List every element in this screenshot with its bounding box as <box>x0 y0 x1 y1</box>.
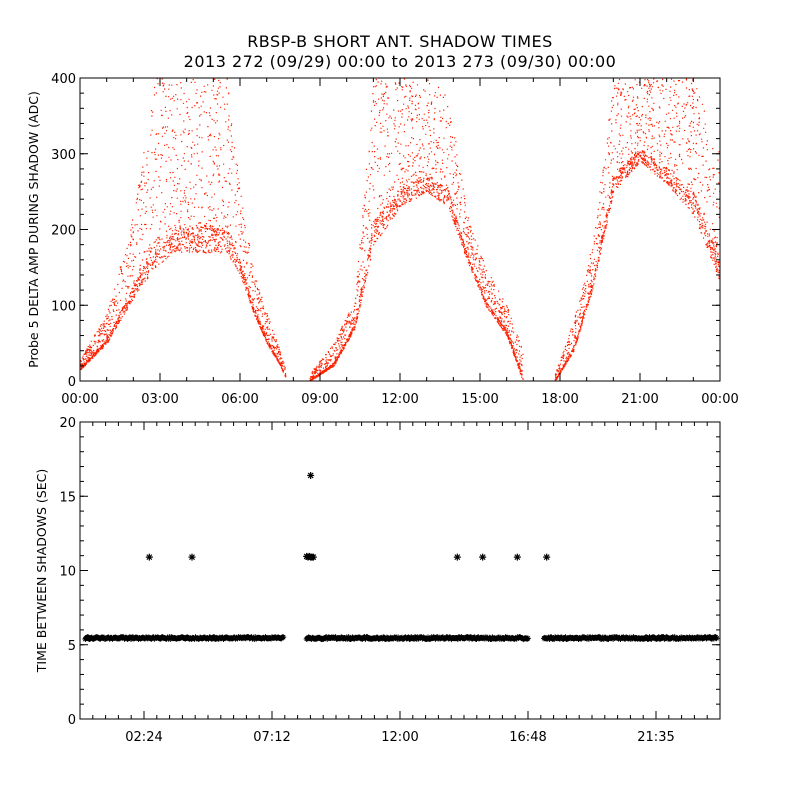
shadow-interval-panel: 02:24 07:12 12:00 16:48 21:35 0 5 10 15 20 TIME BE… <box>34 416 721 745</box>
amp-plot-frame <box>79 77 721 382</box>
x-tick-label: 02:24 <box>125 730 162 745</box>
x-tick-label: 07:12 <box>253 730 290 745</box>
x-tick-label: 16:48 <box>509 730 546 745</box>
interval-plot-frame <box>79 421 721 720</box>
amplitude-scatter-segment-2 <box>309 78 524 381</box>
amplitude-scatter-segment-3 <box>554 78 720 381</box>
x-tick-label: 21:35 <box>637 730 674 745</box>
y-tick-label: 100 <box>51 299 76 314</box>
interval-point-12 <box>513 553 521 561</box>
y-tick-label: 0 <box>68 713 76 728</box>
x-tick-label: 21:00 <box>621 392 658 407</box>
interval-data-layer <box>82 471 720 643</box>
y-tick-label: 0 <box>68 375 76 390</box>
y-axis-label: Probe 5 DELTA AMP DURING SHADOW (ADC) <box>26 91 41 368</box>
y-tick-label: 200 <box>51 224 76 239</box>
x-tick-label: 03:00 <box>141 392 178 407</box>
figure-subtitle: 2013 272 (09/29) 00:00 to 2013 273 (09/3… <box>183 52 617 71</box>
interval-point-8 <box>309 553 317 561</box>
y-tick-label: 400 <box>51 72 76 87</box>
interval-point-9 <box>307 471 315 479</box>
y-tick-label: 10 <box>59 565 76 580</box>
y-tick-label: 15 <box>59 490 76 505</box>
x-tick-label: 09:00 <box>301 392 338 407</box>
x-tick-label: 00:00 <box>61 392 98 407</box>
amplitude-scatter-segment-1 <box>80 78 287 378</box>
x-tick-label: 15:00 <box>461 392 498 407</box>
x-tick-label: 12:00 <box>381 392 418 407</box>
interval-point-10 <box>453 553 461 561</box>
interval-point-1 <box>145 553 153 561</box>
figure-title: RBSP-B SHORT ANT. SHADOW TIMES <box>247 32 553 51</box>
y-axis-label: TIME BETWEEN SHADOWS (SEC) <box>34 469 49 674</box>
interval-point-13 <box>543 553 551 561</box>
interval-point-11 <box>479 553 487 561</box>
x-tick-label: 00:00 <box>701 392 738 407</box>
baseline-interval-band-2 <box>303 634 531 643</box>
baseline-interval-band-3 <box>541 634 720 643</box>
y-tick-label: 300 <box>51 148 76 163</box>
x-tick-label: 12:00 <box>381 730 418 745</box>
y-tick-label: 20 <box>59 416 76 431</box>
x-tick-label: 18:00 <box>541 392 578 407</box>
amp-data-layer <box>80 78 720 381</box>
x-tick-label: 06:00 <box>221 392 258 407</box>
baseline-interval-band-1 <box>82 634 287 643</box>
interval-point-2 <box>188 553 196 561</box>
y-tick-label: 5 <box>68 639 76 654</box>
amplitude-panel: 00:00 03:00 06:00 09:00 12:00 15:00 18:00 21:00… <box>26 72 739 407</box>
